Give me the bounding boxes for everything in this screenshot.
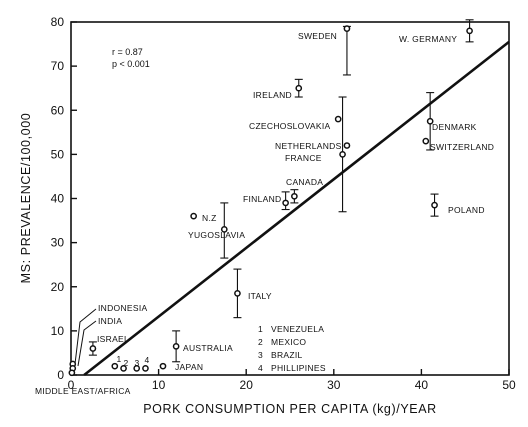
legend-num-3: 3 xyxy=(258,350,263,360)
label-czechoslovakia: CZECHOSLOVAKIA xyxy=(249,121,331,131)
point-denmark xyxy=(426,117,434,125)
y-tick-label-80: 80 xyxy=(51,15,65,29)
y-tick-label-30: 30 xyxy=(51,236,65,250)
leader-lines xyxy=(74,308,97,367)
label-4: 4 xyxy=(144,355,149,365)
x-tick-label-50: 50 xyxy=(502,378,516,392)
legend-name-2: MEXICO xyxy=(271,337,306,347)
label-n-z: N.Z xyxy=(202,213,217,223)
label-india: INDIA xyxy=(98,316,122,326)
label-3: 3 xyxy=(134,358,139,368)
point-1 xyxy=(111,362,119,370)
label-japan: JAPAN xyxy=(175,362,203,372)
label-2: 2 xyxy=(123,358,128,368)
leader-india xyxy=(77,320,97,367)
x-tick-label-20: 20 xyxy=(240,378,254,392)
point-labels: SWEDEN W. GERMANY IRELAND CZECHOSLOVAKIA DEN… xyxy=(35,31,494,396)
regression-line xyxy=(83,40,510,377)
point-italy xyxy=(234,290,241,297)
label-yugoslavia: YUGOSLAVIA xyxy=(188,230,245,240)
label-denmark: DENMARK xyxy=(432,122,477,132)
label-sweden: SWEDEN xyxy=(298,31,337,41)
label-poland: POLAND xyxy=(448,205,485,215)
label-italy: ITALY xyxy=(248,291,272,301)
x-axis-title: PORK CONSUMPTION PER CAPITA (kg)/YEAR xyxy=(143,402,437,416)
legend-name-3: BRAZIL xyxy=(271,350,303,360)
point-australia xyxy=(172,342,180,350)
y-tick-label-20: 20 xyxy=(51,280,65,294)
point-israel xyxy=(89,345,97,352)
stats-p: p < 0.001 xyxy=(112,59,150,69)
data-points xyxy=(68,25,473,377)
legend-name-4: PHILLIPINES xyxy=(271,363,326,373)
stats-block: r = 0.87 p < 0.001 xyxy=(112,47,150,69)
error-bar-sweden xyxy=(342,25,351,76)
y-axis-title: MS: PREVALENCE/100,000 xyxy=(19,113,33,284)
point-canada xyxy=(291,192,298,200)
label-middle-east-africa: MIDDLE EAST/AFRICA xyxy=(35,386,131,396)
point-yugoslavia xyxy=(220,226,228,233)
point-switzerland xyxy=(422,137,430,145)
y-tick-label-0: 0 xyxy=(57,368,64,382)
y-tick-label-40: 40 xyxy=(51,192,65,206)
y-tick-label-70: 70 xyxy=(51,59,65,73)
point-japan xyxy=(159,362,167,370)
point-poland xyxy=(431,201,438,209)
label-indonesia: INDONESIA xyxy=(98,303,147,313)
point-finland xyxy=(282,199,289,207)
label-australia: AUSTRALIA xyxy=(183,343,233,353)
point-ireland xyxy=(295,84,303,92)
legend-name-1: VENEZUELA xyxy=(271,324,324,334)
point-netherlands xyxy=(343,142,351,149)
label-netherlands: NETHERLANDS xyxy=(275,141,342,151)
numbered-legend: 1 VENEZUELA 2 MEXICO 3 BRAZIL 4 PHILLIPI… xyxy=(258,324,326,373)
point-czechoslovakia xyxy=(334,115,342,123)
legend-num-1: 1 xyxy=(258,324,263,334)
point-2 xyxy=(120,365,127,372)
legend-num-4: 4 xyxy=(258,363,263,373)
point-w-germany xyxy=(466,27,473,35)
point-3 xyxy=(133,365,141,372)
point-sweden xyxy=(343,25,351,32)
point-middle-east-africa xyxy=(68,369,76,377)
y-tick-label-60: 60 xyxy=(51,103,65,117)
x-tick-label-0: 0 xyxy=(68,378,75,392)
stats-r: r = 0.87 xyxy=(112,47,143,57)
legend-num-2: 2 xyxy=(258,337,263,347)
leader-indonesia xyxy=(74,308,97,365)
point-france xyxy=(339,151,346,158)
label-france: FRANCE xyxy=(285,153,322,163)
label-finland: FINLAND xyxy=(243,194,281,204)
x-tick-label-10: 10 xyxy=(152,378,166,392)
label-w-germany: W. GERMANY xyxy=(399,34,457,44)
label-switzerland: SWITZERLAND xyxy=(430,142,494,152)
label-israel: ISRAEL xyxy=(97,334,129,344)
x-tick-label-30: 30 xyxy=(327,378,341,392)
y-tick-label-10: 10 xyxy=(51,324,65,338)
label-canada: CANADA xyxy=(286,177,323,187)
point-n-z xyxy=(190,212,197,220)
label-1: 1 xyxy=(116,354,121,364)
label-ireland: IRELAND xyxy=(253,90,292,100)
axis-ticks: 0 10 20 30 40 50 0 10 20 30 40 50 60 70 80 xyxy=(51,15,516,392)
point-4 xyxy=(142,365,149,372)
plot-frame xyxy=(70,21,510,376)
y-tick-label-50: 50 xyxy=(51,147,65,161)
x-tick-label-40: 40 xyxy=(415,378,429,392)
regression-line-group xyxy=(83,40,510,377)
